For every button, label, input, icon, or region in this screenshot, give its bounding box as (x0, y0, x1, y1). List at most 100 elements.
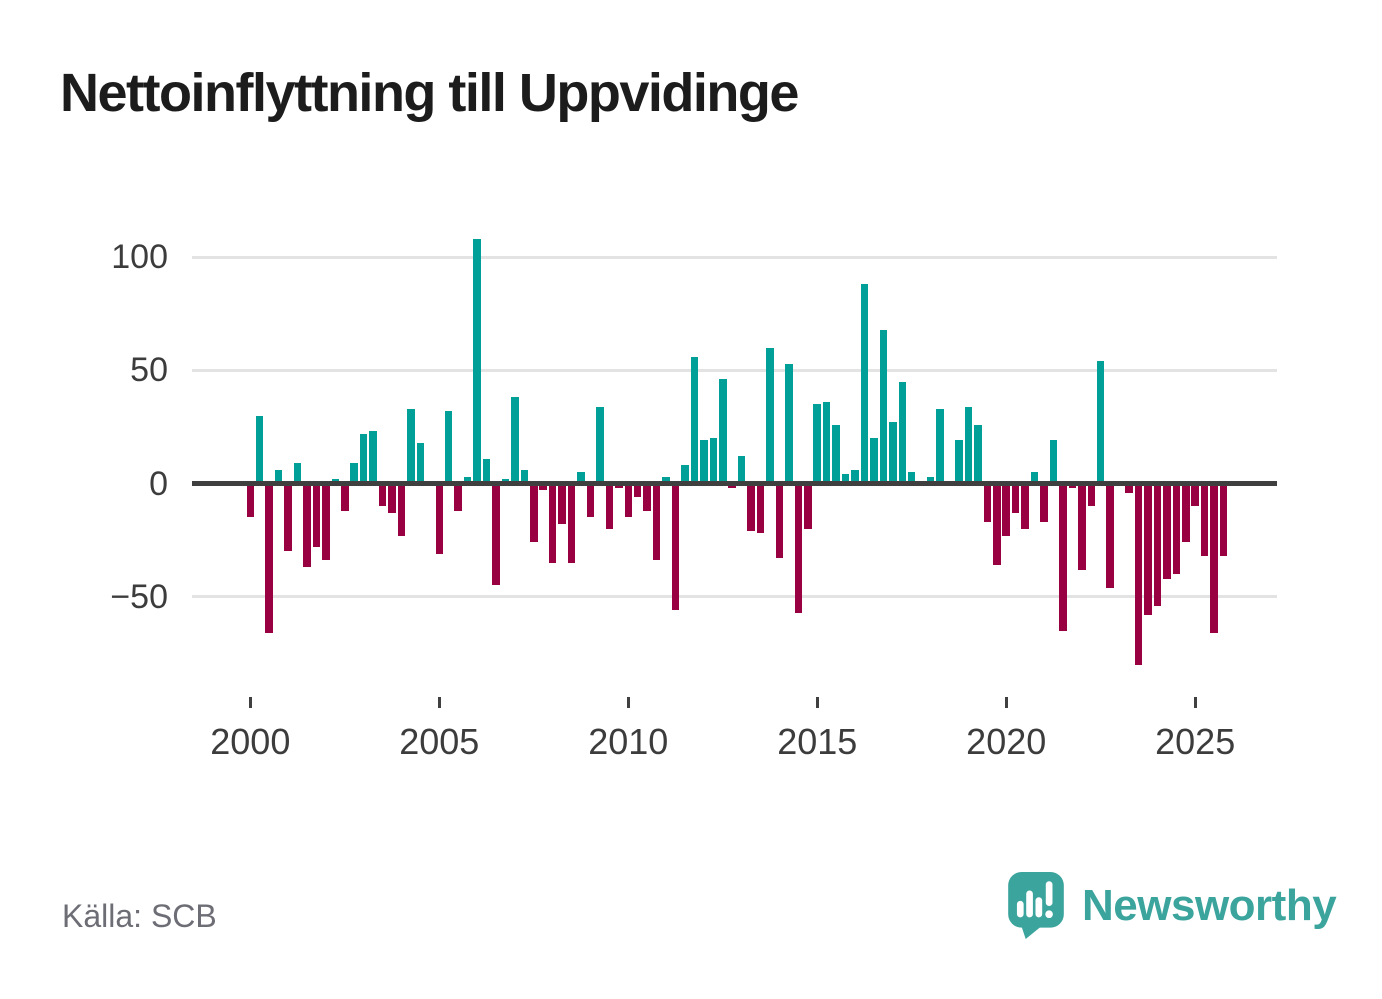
bar-2008Q3 (567, 483, 576, 563)
bar-2014Q3 (794, 483, 803, 613)
gridline-y-50 (192, 595, 1277, 599)
bar-2010Q2 (633, 483, 642, 498)
bar-2025Q4 (1219, 483, 1228, 556)
brand-name: Newsworthy (1082, 881, 1337, 930)
x-axis-tick-2025 (1193, 697, 1197, 708)
bar-2021Q2 (1049, 440, 1058, 484)
bar-2016Q3 (870, 438, 878, 484)
bar-2022Q3 (1096, 361, 1105, 484)
y-axis-label-−50: −50 (110, 577, 168, 616)
y-axis-label-100: 100 (111, 238, 168, 277)
x-axis-label-2025: 2025 (1155, 721, 1236, 762)
bar-2007Q4 (539, 483, 547, 491)
bar-2018Q1 (926, 476, 935, 484)
bar-2013Q4 (766, 347, 774, 484)
bar-2021Q1 (1040, 483, 1048, 522)
bar-2017Q3 (907, 472, 916, 484)
bar-2025Q1 (1191, 483, 1199, 507)
brand-logo: Newsworthy (1008, 872, 1337, 940)
x-axis-label-2005: 2005 (399, 721, 480, 762)
bar-2003Q1 (359, 433, 368, 484)
x-axis-tick-2020 (1004, 697, 1008, 708)
bar-2022Q2 (1087, 483, 1095, 507)
bar-2005Q3 (454, 483, 462, 511)
bar-2015Q1 (813, 404, 821, 484)
y-axis-label-0: 0 (149, 464, 168, 503)
bar-2016Q2 (860, 284, 869, 484)
bar-2015Q2 (822, 401, 831, 484)
x-axis-tick-2015 (815, 697, 819, 708)
bar-2023Q3 (1134, 483, 1143, 665)
bar-2018Q2 (936, 408, 944, 484)
bar-2021Q3 (1059, 483, 1067, 631)
bar-2012Q3 (719, 379, 727, 484)
bar-2015Q4 (841, 474, 850, 484)
bar-2000Q2 (255, 415, 264, 484)
chart-title: Nettoinflyttning till Uppvidinge (60, 63, 799, 123)
bar-2008Q4 (577, 472, 585, 484)
x-axis-label-2015: 2015 (777, 721, 858, 762)
bar-2009Q3 (605, 483, 614, 529)
bar-2015Q3 (832, 424, 840, 484)
bar-2012Q2 (709, 438, 718, 484)
bar-2010Q1 (624, 483, 632, 518)
bar-2002Q3 (341, 483, 349, 511)
zero-baseline (192, 481, 1277, 486)
bar-2000Q3 (265, 483, 273, 633)
bar-2011Q1 (662, 476, 670, 484)
bar-2004Q1 (397, 483, 406, 536)
bar-2020Q2 (1011, 483, 1020, 513)
y-axis-label-50: 50 (130, 351, 168, 390)
x-axis-label-2020: 2020 (966, 721, 1047, 762)
bar-2007Q2 (520, 469, 529, 484)
bar-2005Q4 (463, 476, 472, 484)
bar-2024Q2 (1163, 483, 1171, 579)
bar-2025Q3 (1210, 483, 1218, 633)
bar-2006Q2 (482, 458, 491, 484)
bar-2011Q2 (671, 483, 680, 611)
bar-2005Q1 (435, 483, 444, 554)
x-axis-label-2000: 2000 (210, 721, 291, 762)
x-axis-tick-2000 (248, 697, 252, 708)
bar-2010Q3 (643, 483, 651, 511)
bar-2016Q1 (851, 469, 859, 484)
bar-2023Q2 (1125, 483, 1133, 493)
bar-2007Q3 (530, 483, 538, 543)
bar-2017Q1 (889, 422, 897, 484)
bar-2020Q4 (1030, 472, 1039, 484)
bar-2009Q1 (586, 483, 595, 518)
bar-2010Q4 (652, 483, 661, 561)
bar-2001Q3 (303, 483, 311, 568)
bar-2001Q1 (284, 483, 292, 552)
bar-2016Q4 (879, 329, 888, 484)
gridline-y50 (192, 368, 1277, 372)
x-axis-tick-2005 (437, 697, 441, 708)
bar-2024Q4 (1182, 483, 1190, 543)
bar-2003Q2 (369, 431, 377, 484)
bar-2011Q3 (681, 465, 689, 484)
bar-2006Q1 (473, 238, 481, 484)
bar-2022Q1 (1078, 483, 1086, 570)
bar-2025Q2 (1200, 483, 1209, 556)
bar-2004Q3 (416, 442, 425, 484)
bar-2013Q3 (756, 483, 765, 534)
gridline-y100 (192, 255, 1277, 259)
bar-2013Q2 (747, 483, 755, 532)
bar-2024Q1 (1153, 483, 1162, 606)
bar-2006Q3 (492, 483, 500, 586)
bar-2009Q2 (596, 406, 604, 484)
bar-2023Q4 (1144, 483, 1152, 615)
bar-2001Q4 (312, 483, 321, 547)
bar-2005Q2 (444, 411, 453, 484)
bar-2024Q3 (1172, 483, 1181, 575)
bar-2004Q2 (407, 408, 415, 484)
x-axis-tick-2010 (626, 697, 630, 708)
bar-2013Q1 (737, 456, 746, 484)
x-axis-label-2010: 2010 (588, 721, 669, 762)
bar-2001Q2 (293, 463, 302, 484)
bar-2000Q4 (274, 469, 283, 484)
bar-2019Q4 (993, 483, 1001, 565)
bar-2020Q3 (1021, 483, 1029, 529)
bar-2017Q2 (898, 381, 907, 484)
